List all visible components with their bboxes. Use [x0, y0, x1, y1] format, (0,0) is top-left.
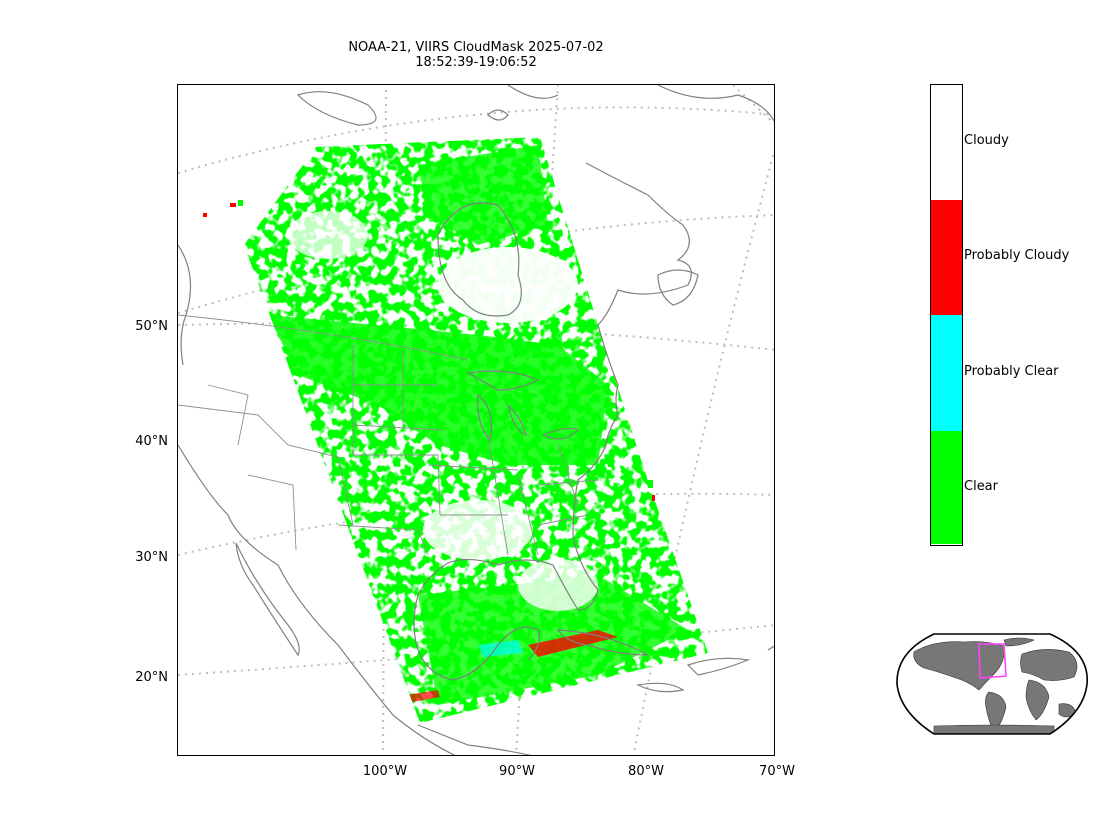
map-canvas [178, 85, 774, 755]
colorbar-label-clear: Clear [964, 479, 998, 494]
colorbar-segment-cloudy [931, 85, 962, 200]
lat-label-40n: 40°N [135, 434, 168, 449]
inset-landmasses [913, 637, 1078, 734]
map-panel[interactable] [177, 84, 775, 756]
inset-world-map [896, 633, 1088, 735]
cloud-mask-swath [244, 137, 708, 723]
lat-label-20n: 20°N [135, 670, 168, 685]
lon-label-80w: 80°W [628, 764, 664, 779]
colorbar-label-cloudy: Cloudy [964, 133, 1009, 148]
political-borders [178, 314, 599, 556]
lon-label-100w: 100°W [362, 764, 408, 779]
colorbar-label-probably-clear: Probably Clear [964, 364, 1059, 379]
lat-label-30n: 30°N [135, 550, 168, 565]
colorbar-segment-probably-cloudy [931, 200, 962, 315]
colorbar-segment-probably-clear [931, 315, 962, 431]
isolated-speckles [203, 200, 655, 501]
colorbar [930, 84, 963, 546]
colorbar-label-probably-cloudy: Probably Cloudy [964, 248, 1070, 263]
coastlines [178, 85, 774, 755]
swath-footprint-outline [978, 643, 1007, 679]
lon-label-70w: 70°W [759, 764, 795, 779]
title-line-1: NOAA-21, VIIRS CloudMask 2025-07-02 [348, 40, 604, 55]
map-title: NOAA-21, VIIRS CloudMask 2025-07-02 18:5… [326, 40, 626, 70]
title-line-2: 18:52:39-19:06:52 [415, 55, 537, 70]
lon-label-90w: 90°W [499, 764, 535, 779]
colorbar-segment-clear [931, 431, 962, 544]
lat-label-50n: 50°N [135, 319, 168, 334]
